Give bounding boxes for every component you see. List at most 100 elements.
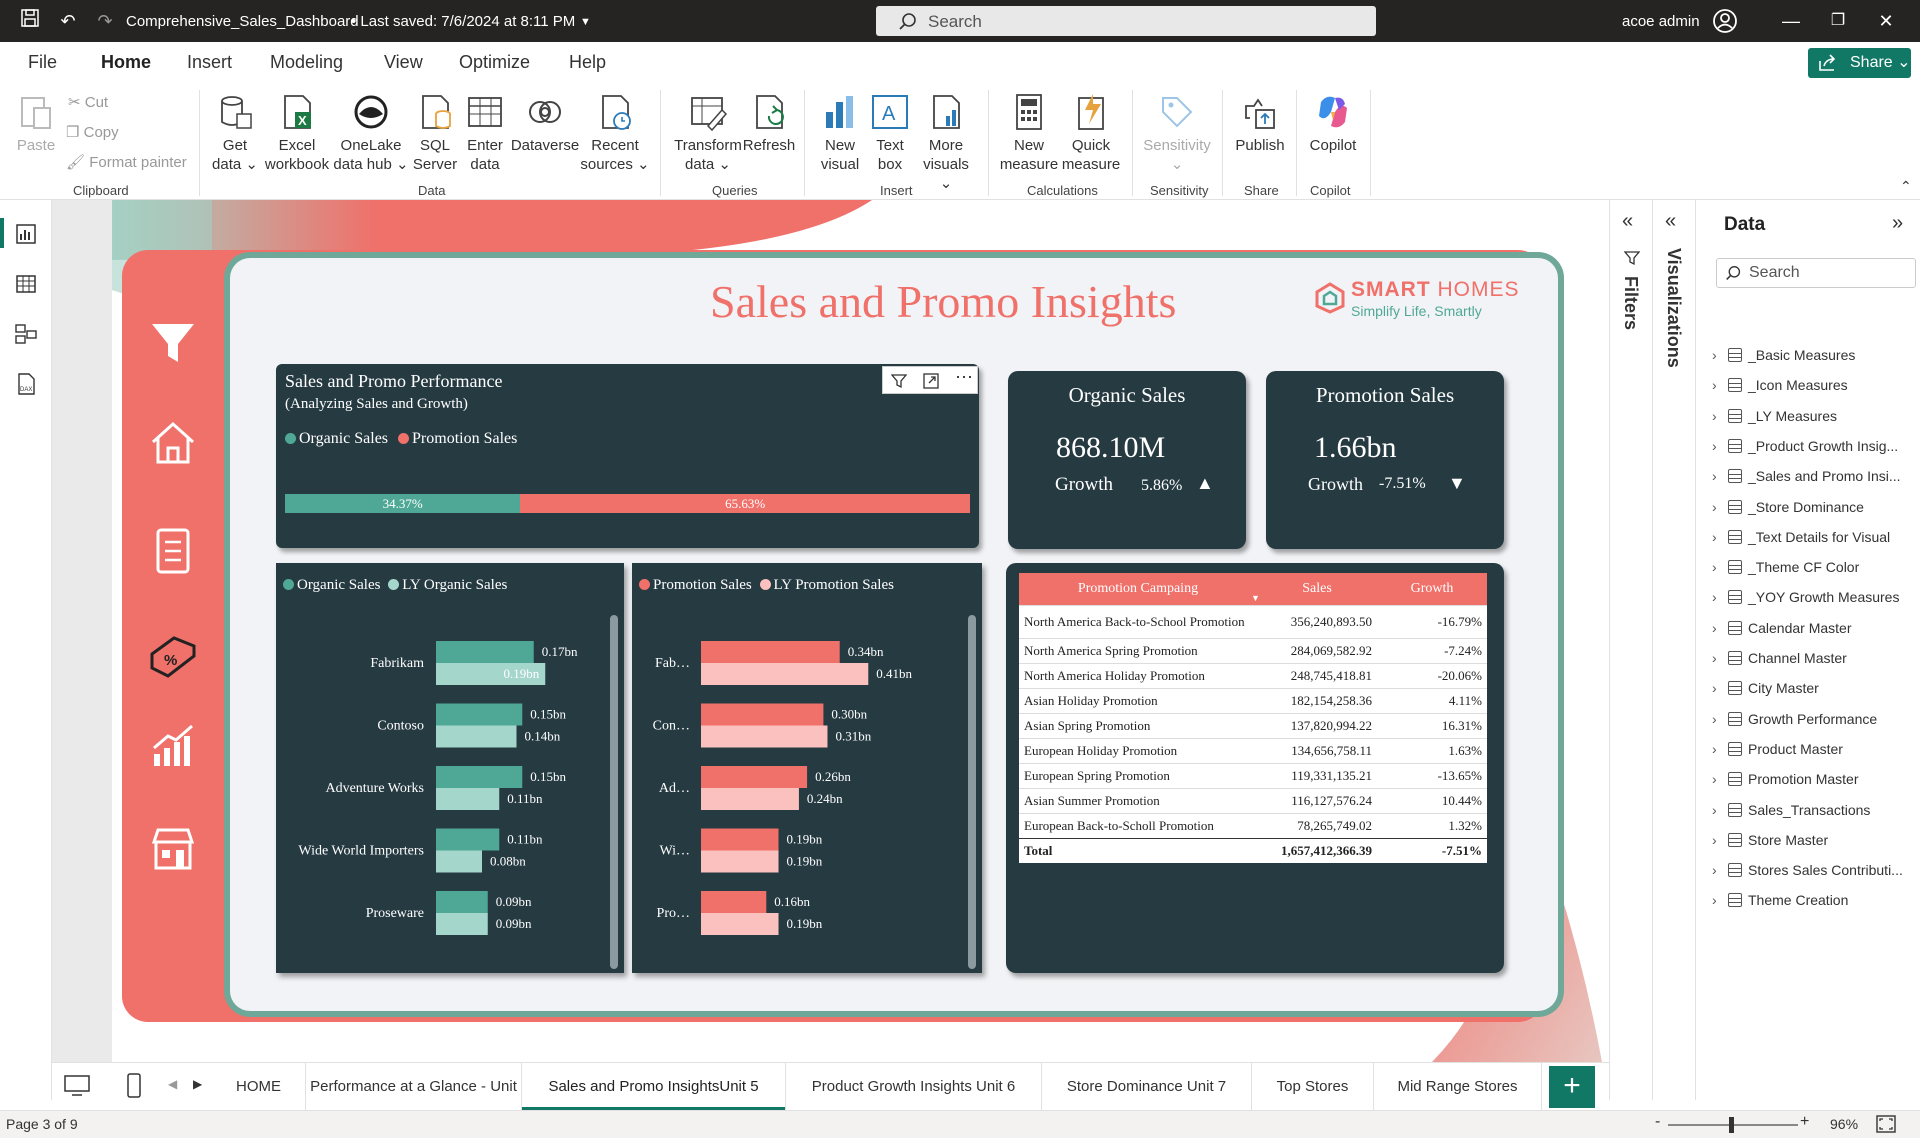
- bar-current[interactable]: [436, 828, 500, 851]
- expand-visualizations-icon[interactable]: «: [1665, 210, 1677, 232]
- new-visual-button[interactable]: New visual: [815, 92, 865, 174]
- menu-home[interactable]: Home: [101, 52, 152, 85]
- data-field-table[interactable]: › _Product Growth Insig...: [1712, 437, 1899, 454]
- publish-button[interactable]: Publish: [1232, 92, 1288, 155]
- scrollbar[interactable]: [968, 615, 976, 969]
- paste-button[interactable]: Paste: [14, 92, 58, 155]
- copilot-button[interactable]: Copilot: [1304, 92, 1362, 155]
- promotion-sales-card[interactable]: Promotion Sales 1.66bn Growth -7.51% ▼: [1266, 371, 1504, 549]
- bar-last-year[interactable]: [701, 663, 869, 685]
- menu-file[interactable]: File: [28, 52, 58, 72]
- text-box-button[interactable]: A Text box: [865, 92, 915, 174]
- organic-sales-bar-chart[interactable]: Organic Sales LY Organic Sales Fabrikam 0…: [276, 563, 624, 973]
- table-row[interactable]: North America Back-to-School Promotion 35…: [1019, 604, 1487, 638]
- table-row[interactable]: Asian Summer Promotion 116,127,576.24 10.4…: [1019, 787, 1487, 813]
- home-icon[interactable]: [148, 418, 198, 468]
- data-field-table[interactable]: › _Text Details for Visual: [1712, 528, 1891, 545]
- new-measure-button[interactable]: New measure: [998, 92, 1060, 174]
- bar-last-year[interactable]: [701, 725, 828, 748]
- zoom-slider-thumb[interactable]: [1729, 1117, 1734, 1133]
- dataverse-button[interactable]: Dataverse: [510, 92, 580, 155]
- get-data-button[interactable]: Get data ⌄: [207, 92, 263, 174]
- page-tab[interactable]: Store Dominance Unit 7: [1042, 1063, 1252, 1111]
- page-tab[interactable]: Product Growth Insights Unit 6: [786, 1063, 1042, 1111]
- table-row[interactable]: European Spring Promotion 119,331,135.21-…: [1019, 762, 1487, 788]
- menu-optimize[interactable]: Optimize: [459, 52, 531, 72]
- promotion-sales-bar-chart[interactable]: Promotion Sales LY Promotion Sales Fab… 0…: [632, 563, 982, 973]
- organic-sales-card[interactable]: Organic Sales 868.10M Growth 5.86% ▲: [1008, 371, 1246, 549]
- bar-current[interactable]: [701, 766, 808, 788]
- data-field-table[interactable]: › Product Master: [1712, 740, 1843, 757]
- copy-button[interactable]: ❐ Copy: [66, 124, 119, 141]
- menu-help[interactable]: Help: [569, 52, 607, 72]
- fit-to-page-icon[interactable]: [1876, 1115, 1896, 1133]
- more-visuals-button[interactable]: More visuals ⌄: [915, 92, 977, 193]
- menu-insert[interactable]: Insert: [187, 52, 233, 72]
- dax-query-icon[interactable]: DAX: [14, 372, 38, 396]
- more-options-icon[interactable]: ⋯: [955, 367, 973, 387]
- bar-current[interactable]: [701, 641, 840, 663]
- visual-filter-icon[interactable]: [891, 373, 907, 389]
- add-page-button[interactable]: +: [1549, 1066, 1595, 1108]
- promotion-tag-icon[interactable]: %: [148, 632, 198, 682]
- chevron-down-icon[interactable]: ▼: [580, 16, 591, 28]
- table-row[interactable]: Asian Spring Promotion 137,820,994.22 16.3…: [1019, 712, 1487, 738]
- page-tab[interactable]: HOME: [212, 1063, 306, 1111]
- zoom-out-icon[interactable]: -: [1655, 1113, 1661, 1130]
- recent-sources-button[interactable]: Recent sources ⌄: [580, 92, 650, 174]
- bar-current[interactable]: [436, 891, 488, 913]
- sales-promo-performance-visual[interactable]: Sales and Promo Performance (Analyzing S…: [276, 364, 979, 548]
- focus-mode-icon[interactable]: [923, 373, 939, 389]
- bar-current[interactable]: [701, 891, 767, 913]
- bar-last-year[interactable]: [436, 788, 500, 810]
- table-row[interactable]: European Back-to-Scholl Promotion 78,265,…: [1019, 812, 1487, 838]
- bar-last-year[interactable]: [701, 850, 779, 873]
- transform-data-button[interactable]: Transform data ⌄: [668, 92, 748, 174]
- page-tab[interactable]: Sales and Promo InsightsUnit 5: [522, 1063, 786, 1111]
- store-icon[interactable]: [148, 824, 198, 874]
- bar-current[interactable]: [436, 703, 523, 726]
- data-search-input[interactable]: Search: [1716, 258, 1916, 288]
- visualizations-label[interactable]: Visualizations: [1664, 248, 1684, 368]
- data-field-table[interactable]: › Theme Creation: [1712, 892, 1849, 909]
- close-icon[interactable]: ✕: [1878, 11, 1894, 31]
- quick-measure-button[interactable]: Quick measure: [1060, 92, 1122, 174]
- table-row[interactable]: European Holiday Promotion 134,656,758.11…: [1019, 737, 1487, 763]
- bar-last-year[interactable]: [701, 913, 779, 935]
- bar-current[interactable]: [701, 703, 824, 726]
- col-header-sales[interactable]: Sales ▼: [1251, 573, 1377, 605]
- collapse-filters-icon[interactable]: «: [1622, 210, 1634, 232]
- excel-workbook-button[interactable]: X Excel workbook: [262, 92, 332, 174]
- sensitivity-button[interactable]: Sensitivity ⌄: [1140, 92, 1214, 174]
- tabs-prev-icon[interactable]: ◀: [168, 1077, 178, 1091]
- table-view-icon[interactable]: [14, 272, 38, 296]
- data-field-table[interactable]: › _Sales and Promo Insi...: [1712, 468, 1901, 485]
- scrollbar[interactable]: [610, 615, 618, 969]
- table-row[interactable]: North America Holiday Promotion 248,745,4…: [1019, 662, 1487, 688]
- minimize-icon[interactable]: —: [1782, 11, 1800, 31]
- data-field-table[interactable]: › _LY Measures: [1712, 407, 1837, 424]
- bar-last-year[interactable]: [436, 663, 546, 685]
- data-field-table[interactable]: › Stores Sales Contributi...: [1712, 862, 1903, 879]
- page-tab[interactable]: Performance at a Glance - Unit 4: [306, 1063, 522, 1138]
- share-button[interactable]: Share ⌄: [1808, 48, 1911, 78]
- desktop-layout-icon[interactable]: [64, 1075, 90, 1097]
- data-field-table[interactable]: › Channel Master: [1712, 650, 1847, 666]
- data-field-table[interactable]: › _Theme CF Color: [1712, 559, 1860, 576]
- page-tab[interactable]: Top Stores: [1252, 1063, 1374, 1111]
- avatar[interactable]: [1712, 8, 1738, 34]
- tabs-next-icon[interactable]: ▶: [193, 1077, 203, 1091]
- undo-icon[interactable]: ↶: [60, 11, 76, 31]
- collapse-ribbon-icon[interactable]: ⌃: [1900, 178, 1912, 194]
- data-field-table[interactable]: › _Basic Measures: [1712, 347, 1856, 363]
- organic-share-bar[interactable]: 34.37%: [285, 494, 521, 513]
- bar-last-year[interactable]: [701, 788, 799, 810]
- data-field-table[interactable]: › Growth Performance: [1712, 710, 1878, 727]
- col-header-growth[interactable]: Growth: [1377, 573, 1487, 605]
- menu-modeling[interactable]: Modeling: [270, 52, 344, 72]
- data-field-table[interactable]: › Calendar Master: [1712, 619, 1852, 636]
- data-field-table[interactable]: › Store Master: [1712, 831, 1829, 848]
- zoom-in-icon[interactable]: +: [1800, 1113, 1810, 1130]
- onelake-button[interactable]: OneLake data hub ⌄: [332, 92, 410, 174]
- promotion-share-bar[interactable]: 65.63%: [520, 494, 970, 513]
